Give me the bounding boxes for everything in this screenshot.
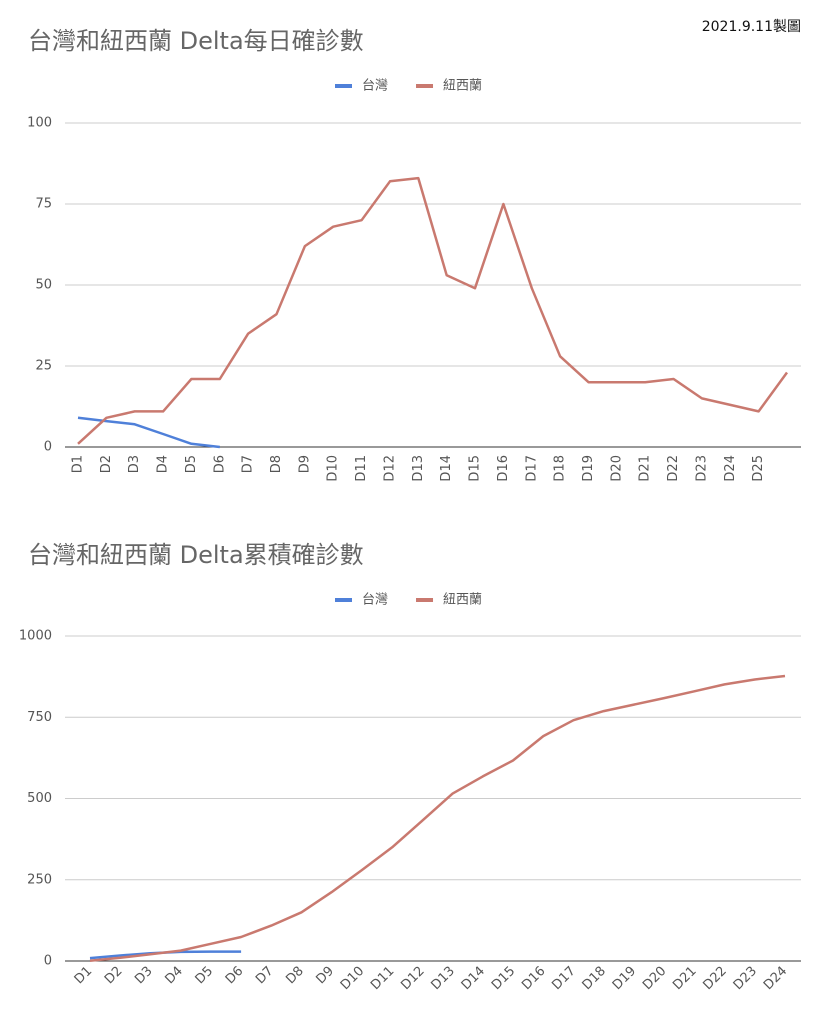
x-tick-label: D23 <box>731 964 760 993</box>
series-line <box>77 416 220 449</box>
x-tick-label: D13 <box>429 964 458 993</box>
x-tick-label: D20 <box>609 455 624 482</box>
x-tick-label: D24 <box>723 455 738 482</box>
note: 2021.9.11製圖 <box>702 19 801 35</box>
legend-label: 台灣 <box>362 79 388 94</box>
x-tick-label: D21 <box>670 964 699 993</box>
x-tick-label: D9 <box>314 964 338 988</box>
x-tick-label: D14 <box>439 455 454 482</box>
legend-label: 台灣 <box>362 593 388 608</box>
x-tick-label: D11 <box>354 455 369 482</box>
y-tick-label: 100 <box>27 116 52 131</box>
x-tick-label: D11 <box>368 964 397 993</box>
x-tick-label: D6 <box>223 964 247 988</box>
y-tick-label: 0 <box>44 440 52 455</box>
x-tick-label: D18 <box>553 455 568 482</box>
x-tick-label: D1 <box>71 455 86 473</box>
x-tick-label: D12 <box>398 964 427 993</box>
chart-title: 台灣和紐西蘭 Delta每日確診數 <box>28 27 364 55</box>
x-tick-label: D4 <box>162 964 186 988</box>
x-tick-label: D9 <box>297 455 312 473</box>
x-tick-label: D4 <box>156 455 171 473</box>
legend-label: 紐西蘭 <box>443 78 482 94</box>
y-tick-label: 25 <box>35 359 52 374</box>
y-tick-label: 500 <box>27 791 52 806</box>
x-tick-label: D1 <box>72 964 96 988</box>
x-tick-label: D19 <box>610 964 639 993</box>
x-tick-label: D2 <box>99 455 114 473</box>
series-line <box>77 176 789 445</box>
x-tick-label: D22 <box>700 964 729 993</box>
x-tick-label: D15 <box>468 455 483 482</box>
x-tick-label: D15 <box>489 964 518 993</box>
y-tick-label: 50 <box>35 278 52 293</box>
y-tick-label: 0 <box>44 954 52 969</box>
chart-title: 台灣和紐西蘭 Delta累積確診數 <box>28 541 364 569</box>
x-tick-label: D10 <box>326 455 341 482</box>
x-tick-label: D13 <box>411 455 426 482</box>
x-tick-label: D17 <box>549 964 578 993</box>
x-tick-label: D14 <box>459 964 488 993</box>
x-tick-label: D10 <box>338 964 367 993</box>
x-tick-label: D18 <box>580 964 609 993</box>
x-tick-label: D23 <box>694 455 709 482</box>
x-tick-label: D8 <box>283 964 307 988</box>
x-tick-label: D7 <box>241 455 256 473</box>
x-tick-label: D8 <box>269 455 284 473</box>
x-tick-label: D25 <box>751 455 766 482</box>
x-tick-label: D21 <box>638 455 653 482</box>
x-tick-label: D3 <box>132 964 156 988</box>
x-tick-label: D16 <box>496 455 511 482</box>
x-tick-label: D19 <box>581 455 596 482</box>
y-tick-label: 250 <box>27 872 52 887</box>
legend-label: 紐西蘭 <box>443 592 482 608</box>
x-tick-label: D12 <box>382 455 397 482</box>
x-tick-label: D16 <box>519 964 548 993</box>
x-tick-label: D5 <box>193 964 217 988</box>
y-tick-label: 750 <box>27 710 52 725</box>
x-tick-label: D20 <box>640 964 669 993</box>
x-tick-label: D6 <box>212 455 227 473</box>
x-tick-label: D2 <box>102 964 126 988</box>
x-tick-label: D3 <box>127 455 142 473</box>
x-tick-label: D5 <box>184 455 199 473</box>
x-tick-label: D7 <box>253 964 277 988</box>
x-tick-label: D24 <box>761 964 790 993</box>
x-tick-label: D17 <box>524 455 539 482</box>
series-line <box>89 674 786 962</box>
x-tick-label: D22 <box>666 455 681 482</box>
y-tick-label: 1000 <box>19 629 52 644</box>
y-tick-label: 75 <box>35 197 52 212</box>
